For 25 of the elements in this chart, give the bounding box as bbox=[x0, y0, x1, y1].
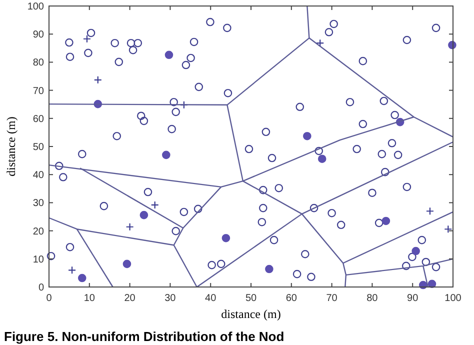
x-tick-label: 10 bbox=[84, 293, 96, 304]
x-tick-label: 30 bbox=[164, 293, 176, 304]
y-tick-label: 30 bbox=[32, 198, 44, 210]
y-tick-label: 40 bbox=[32, 170, 44, 182]
x-tick-label: 40 bbox=[205, 293, 217, 304]
y-tick-label: 0 bbox=[38, 282, 44, 294]
x-tick-label: 70 bbox=[326, 293, 338, 304]
x-tick-label: 90 bbox=[407, 293, 419, 304]
y-tick-label: 20 bbox=[32, 226, 44, 238]
x-tick-label: 60 bbox=[286, 293, 298, 304]
y-tick-label: 50 bbox=[32, 142, 44, 153]
y-axis-title: distance (m) bbox=[4, 116, 18, 176]
y-tick-label: 80 bbox=[32, 58, 44, 69]
y-tick-label: 60 bbox=[32, 114, 44, 125]
x-axis-title: distance (m) bbox=[221, 307, 281, 321]
y-tick-label: 70 bbox=[32, 86, 44, 97]
x-tick-label: 20 bbox=[124, 293, 136, 304]
y-tick-label: 90 bbox=[32, 30, 44, 41]
x-tick-label: 50 bbox=[245, 293, 257, 304]
x-tick-label: 0 bbox=[46, 293, 52, 304]
x-tick-label: 80 bbox=[366, 293, 378, 304]
caption: Figure 5. Non-uniform Distribution of the Nod bbox=[4, 329, 284, 344]
y-tick-label: 10 bbox=[32, 254, 44, 266]
y-tick-label: 100 bbox=[27, 2, 44, 12]
x-tick-label: 100 bbox=[444, 293, 462, 304]
